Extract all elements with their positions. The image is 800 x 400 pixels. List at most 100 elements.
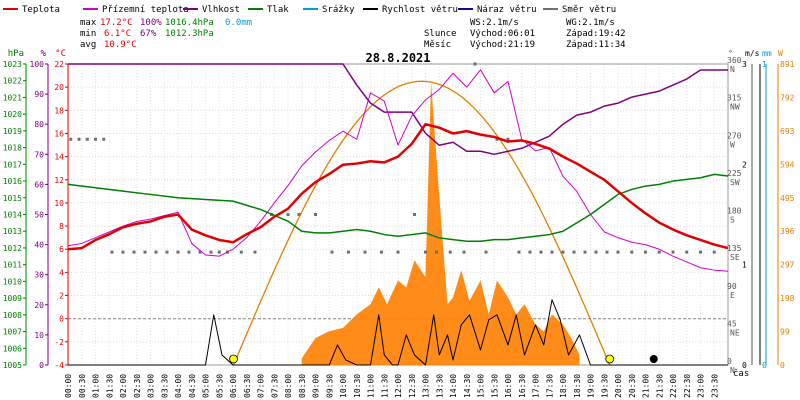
wind-direction-point (712, 250, 716, 254)
wind-direction-point (286, 213, 290, 216)
wind-direction-point (253, 250, 257, 254)
wind-direction-point (154, 250, 158, 254)
celsius-axis-tick-label: 16 (54, 129, 64, 138)
x-tick-label: 00:30 (78, 374, 87, 398)
celsius-axis-tick-label: 2 (59, 292, 64, 301)
legend-label-4: Tlak (267, 5, 289, 15)
legend-label-6: Rychlost větru (382, 5, 458, 15)
wind-direction-point (121, 250, 125, 254)
wind-direction-point (209, 250, 213, 254)
wind-direction-point (644, 250, 647, 254)
celsius-axis-tick-label: 20 (54, 83, 64, 92)
stats-min-label: min (80, 29, 96, 39)
x-tick-label: 14:30 (463, 374, 472, 398)
x-tick-label: 10:00 (339, 374, 348, 398)
wind-direction-point (473, 62, 477, 66)
hpa-axis-tick-label: 1009 (3, 294, 22, 303)
x-tick-label: 21:00 (642, 374, 651, 398)
moonrise-info: Východ:21:19 (470, 40, 535, 50)
x-tick-label: 00:00 (64, 374, 73, 398)
x-tick-label: 22:00 (669, 374, 678, 398)
x-tick-label: 12:30 (408, 374, 417, 398)
x-tick-label: 21:30 (655, 374, 664, 398)
wind-direction-point (143, 250, 147, 254)
sunset-marker (605, 354, 615, 364)
wind-direction-point (495, 137, 499, 141)
sun-label: Slunce (424, 29, 457, 39)
wind-direction-point (102, 137, 106, 141)
percent-axis-tick-label: 40 (34, 241, 44, 250)
wind-speed-info: WS:2.1m/s (470, 18, 519, 28)
percent-axis-tick-label: 10 (34, 331, 44, 340)
hpa-axis-tick-label: 1016 (3, 177, 22, 186)
wind-direction-point (239, 250, 243, 254)
stats-max-hum: 100% (140, 18, 162, 28)
hpa-axis-tick-label: 1014 (3, 211, 22, 220)
wind-direction-point (413, 213, 416, 216)
wind-direction-point (517, 250, 521, 254)
x-tick-label: 01:30 (105, 374, 114, 398)
wind-direction-point (132, 250, 136, 254)
direction-tick-label: W (730, 140, 735, 149)
x-tick-label: 03:30 (160, 374, 169, 398)
direction-tick-label: SW (730, 178, 740, 187)
wm2-tick-label: 198 (780, 294, 795, 303)
wind-direction-point (314, 213, 317, 216)
x-tick-label: 02:00 (119, 374, 128, 398)
wind-direction-point (685, 250, 689, 254)
x-tick-label: 12:00 (394, 374, 403, 398)
percent-axis-tick-label: 0 (39, 361, 44, 370)
hpa-axis-tick-label: 1018 (3, 144, 22, 153)
wm2-tick-label: 297 (780, 261, 795, 270)
hpa-axis-tick-label: 1013 (3, 227, 22, 236)
wind-direction-point (94, 137, 97, 141)
wind-direction-point (435, 250, 438, 254)
degrees-tick-label: 360 (727, 56, 742, 65)
x-tick-label: 04:00 (174, 374, 183, 398)
wind-direction-point (187, 250, 191, 254)
hpa-axis-tick-label: 1007 (3, 328, 22, 337)
x-tick-label: 14:00 (449, 374, 458, 398)
legend-label-8: Směr větru (562, 5, 616, 15)
percent-axis-title: % (41, 49, 47, 59)
wind-direction-point (550, 250, 554, 254)
percent-axis-tick-label: 100 (30, 60, 45, 69)
wm2-tick-label: 396 (780, 227, 795, 236)
wind-direction-point (110, 250, 114, 254)
x-tick-label: 09:00 (312, 374, 321, 398)
x-tick-label: 07:00 (257, 374, 266, 398)
wm2-tick-label: 495 (780, 194, 795, 203)
hpa-axis-tick-label: 1015 (3, 194, 22, 203)
wind-direction-point (671, 250, 675, 254)
legend-label-7: Náraz větru (477, 5, 537, 15)
degrees-tick-label: 315 (727, 94, 742, 103)
x-tick-label: 05:30 (215, 374, 224, 398)
x-tick-label: 05:00 (202, 374, 211, 398)
x-tick-label: 11:30 (380, 374, 389, 398)
direction-tick-label: S (730, 216, 735, 225)
mm-axis-title: mm (762, 49, 772, 58)
wind-direction-point (363, 250, 367, 254)
wind-direction-point (69, 137, 73, 141)
wind-direction-point (539, 250, 543, 254)
x-tick-label: 19:30 (600, 374, 609, 398)
wind-direction-point (657, 250, 661, 254)
x-tick-label: 15:30 (490, 374, 499, 398)
degrees-tick-label: 225 (727, 169, 742, 178)
hpa-axis-tick-label: 1022 (3, 77, 22, 86)
wind-direction-point (77, 137, 81, 141)
wm2-tick-label: 99 (780, 328, 790, 337)
x-tick-label: 18:30 (573, 374, 582, 398)
percent-axis-tick-label: 90 (34, 90, 44, 99)
solar-radiation-area (301, 81, 580, 366)
x-tick-label: 01:00 (92, 374, 101, 398)
hpa-axis-tick-label: 1020 (3, 110, 22, 119)
stats-avg-label: avg (80, 40, 96, 50)
hpa-axis-tick-label: 1010 (3, 277, 22, 286)
stats-min-temp: 6.1°C (104, 29, 131, 39)
ms-tick-label: 1 (742, 261, 747, 270)
degrees-tick-label: 45 (727, 319, 737, 328)
stats-avg-temp: 10.9°C (104, 40, 137, 50)
x-tick-label: 13:30 (435, 374, 444, 398)
hpa-axis-tick-label: 1021 (3, 93, 22, 102)
